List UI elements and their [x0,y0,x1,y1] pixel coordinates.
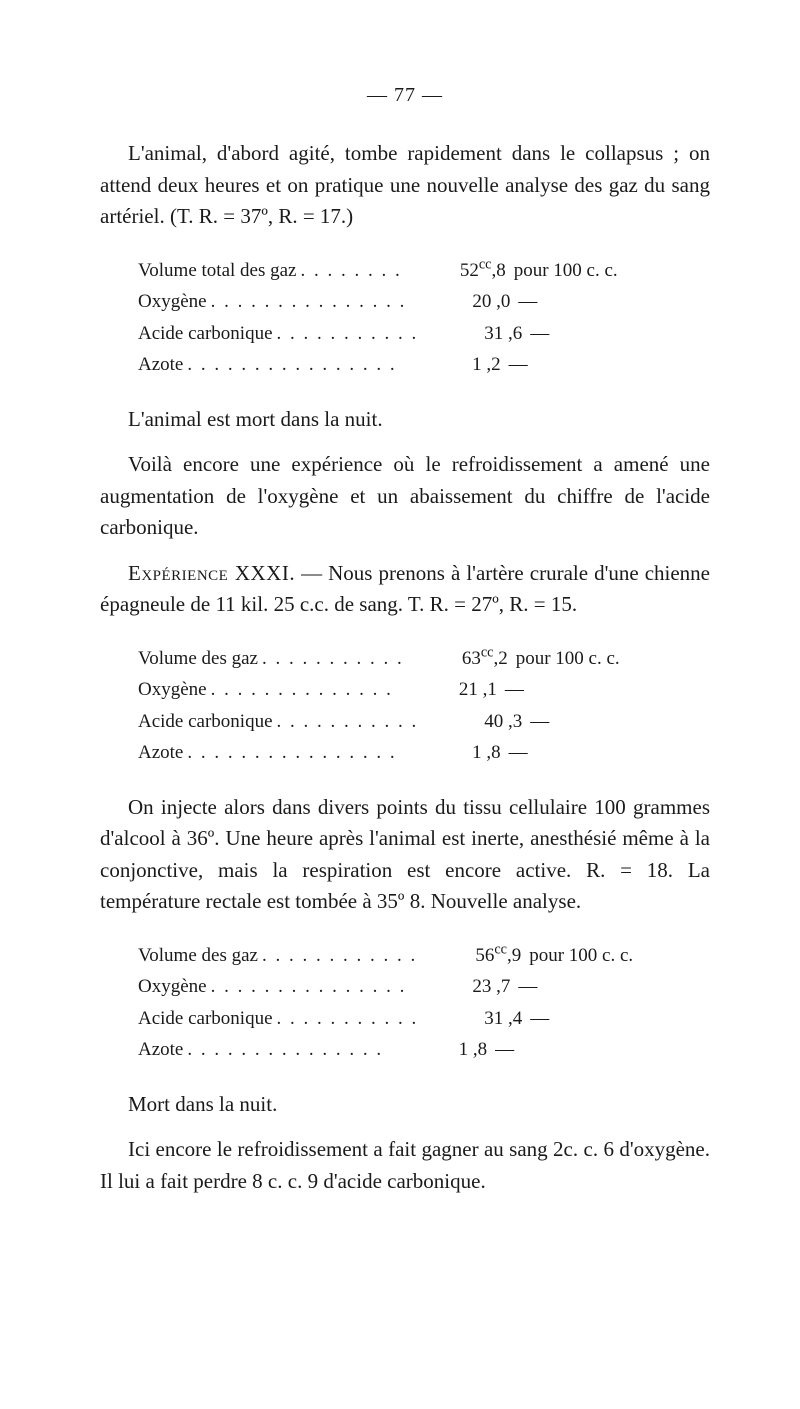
paragraph-7: Ici encore le refroidissement a fait gag… [100,1134,710,1197]
row-value: 20 ,0 [410,288,510,317]
row-value: 1 ,8 [401,739,501,768]
paragraph-4: Expérience XXXI. — Nous prenons à l'artè… [100,558,710,621]
row-value: 40 ,3 [422,708,522,737]
row-dots: . . . . . . . . . . . [273,1005,423,1034]
row-value: 63cc,2 [408,645,508,674]
table-row: Acide carbonique . . . . . . . . . . . 3… [138,320,710,349]
table-row: Azote . . . . . . . . . . . . . . . . 1 … [138,739,710,768]
table-row: Oxygène . . . . . . . . . . . . . . . 23… [138,973,710,1002]
row-dots: . . . . . . . . . . . [273,708,423,737]
row-label: Volume des gaz [138,942,258,971]
row-label: Volume des gaz [138,645,258,674]
row-value: 52cc,8 [406,257,506,286]
table-row: Oxygène . . . . . . . . . . . . . . . 20… [138,288,710,317]
row-label: Azote [138,739,183,768]
table-row: Volume des gaz . . . . . . . . . . . 63c… [138,645,710,674]
row-dots: . . . . . . . . . . . . . . . . [183,739,400,768]
row-unit: — [522,708,660,737]
gas-table-1: Volume total des gaz . . . . . . . . 52c… [138,257,710,380]
row-unit: — [487,1036,625,1065]
row-dots: . . . . . . . . . . . . . . . . [183,351,400,380]
row-value: 21 ,1 [397,676,497,705]
row-label: Volume total des gaz [138,257,296,286]
row-value: 23 ,7 [410,973,510,1002]
row-dots: . . . . . . . . . . . [273,320,423,349]
paragraph-1: L'animal, d'abord agité, tombe rapidemen… [100,138,710,233]
table-row: Azote . . . . . . . . . . . . . . . . 1 … [138,351,710,380]
paragraph-5: On injecte alors dans divers points du t… [100,792,710,918]
table-row: Volume total des gaz . . . . . . . . 52c… [138,257,710,286]
paragraph-6: Mort dans la nuit. [100,1089,710,1121]
gas-table-3: Volume des gaz . . . . . . . . . . . . 5… [138,942,710,1065]
row-value: 56cc,9 [421,942,521,971]
row-dots: . . . . . . . . . . . . . . . [207,288,411,317]
row-label: Acide carbonique [138,320,273,349]
row-dots: . . . . . . . . . . . . . . . [183,1036,387,1065]
row-dots: . . . . . . . . . . . [258,645,408,674]
row-label: Oxygène [138,973,207,1002]
row-label: Oxygène [138,676,207,705]
row-unit: pour 100 c. c. [508,645,646,674]
row-value: 1 ,2 [401,351,501,380]
row-unit: — [522,320,660,349]
row-label: Oxygène [138,288,207,317]
row-dots: . . . . . . . . . . . . . . [207,676,397,705]
row-label: Azote [138,351,183,380]
row-dots: . . . . . . . . . . . . [258,942,421,971]
page-number: — 77 — [100,80,710,110]
row-unit: pour 100 c. c. [521,942,659,971]
table-row: Azote . . . . . . . . . . . . . . . 1 ,8… [138,1036,710,1065]
row-value: 31 ,6 [422,320,522,349]
row-value: 1 ,8 [387,1036,487,1065]
row-label: Acide carbonique [138,708,273,737]
row-dots: . . . . . . . . [296,257,405,286]
paragraph-3: Voilà encore une expérience où le refroi… [100,449,710,544]
experience-label: Expérience XXXI. [128,561,295,585]
row-value: 31 ,4 [422,1005,522,1034]
page: — 77 — L'animal, d'abord agité, tombe ra… [0,0,800,1271]
row-unit: — [510,973,648,1002]
row-label: Acide carbonique [138,1005,273,1034]
row-unit: — [501,351,639,380]
table-row: Oxygène . . . . . . . . . . . . . . 21 ,… [138,676,710,705]
row-dots: . . . . . . . . . . . . . . . [207,973,411,1002]
table-row: Acide carbonique . . . . . . . . . . . 3… [138,1005,710,1034]
gas-table-2: Volume des gaz . . . . . . . . . . . 63c… [138,645,710,768]
table-row: Acide carbonique . . . . . . . . . . . 4… [138,708,710,737]
row-unit: pour 100 c. c. [506,257,644,286]
row-unit: — [501,739,639,768]
row-unit: — [497,676,635,705]
row-unit: — [522,1005,660,1034]
table-row: Volume des gaz . . . . . . . . . . . . 5… [138,942,710,971]
row-label: Azote [138,1036,183,1065]
row-unit: — [510,288,648,317]
paragraph-2: L'animal est mort dans la nuit. [100,404,710,436]
